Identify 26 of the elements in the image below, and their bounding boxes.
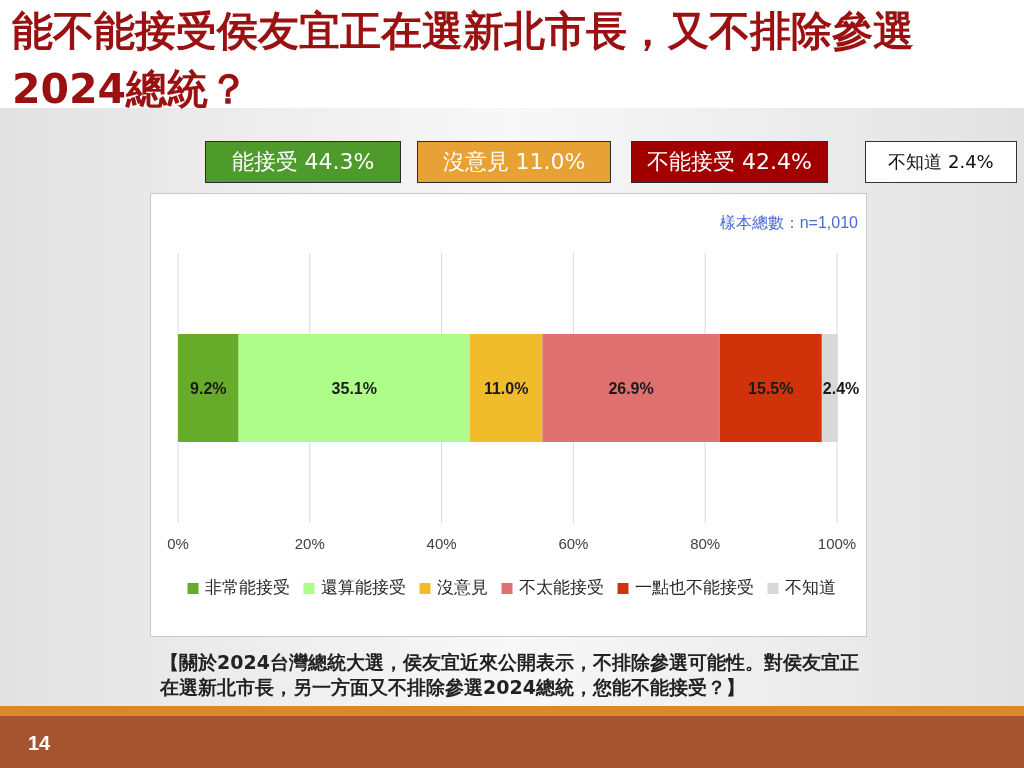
legend-label: 不知道 [784, 578, 836, 597]
text: 【關於2024台灣總統大選，侯友宜近來公開表示，不排除參選可能性。對侯友宜正在選新北市長，另一方面又不排除參選2024總統，您能不能接受？】 [160, 650, 860, 700]
x-tick-label: 20% [294, 535, 325, 552]
legend-label: 沒意見 [436, 578, 488, 597]
legend-label: 還算能接受 [320, 578, 406, 597]
data-label: 35.1% [331, 380, 377, 397]
x-tick-label: 60% [558, 535, 589, 552]
page-number: 14 [28, 732, 51, 754]
legend-label: 一點也不能接受 [634, 578, 754, 597]
note: 樣本總數：n=1,010 [719, 214, 858, 231]
data-label: 15.5% [748, 380, 794, 397]
text: 能接受 44.3% [231, 148, 375, 176]
x-tick-label: 40% [426, 535, 457, 552]
data-label: 9.2% [190, 380, 227, 397]
text: 沒意見 11.0% [442, 148, 586, 176]
x-tick-label: 0% [167, 535, 189, 552]
x-tick-label: 100% [817, 535, 857, 552]
legend-label: 非常能接受 [204, 578, 290, 597]
text: 不能接受 42.4% [647, 148, 812, 176]
x-tick-label: 80% [690, 535, 721, 552]
title: 能不能接受侯友宜正在選新北市長，又不排除參選2024總統？ [12, 6, 915, 115]
data-label: 11.0% [483, 380, 529, 397]
data-label: 26.9% [608, 380, 654, 397]
data-label: 2.4% [822, 380, 860, 397]
legend-label: 不太能接受 [518, 578, 604, 597]
text: 不知道 2.4% [888, 150, 994, 174]
